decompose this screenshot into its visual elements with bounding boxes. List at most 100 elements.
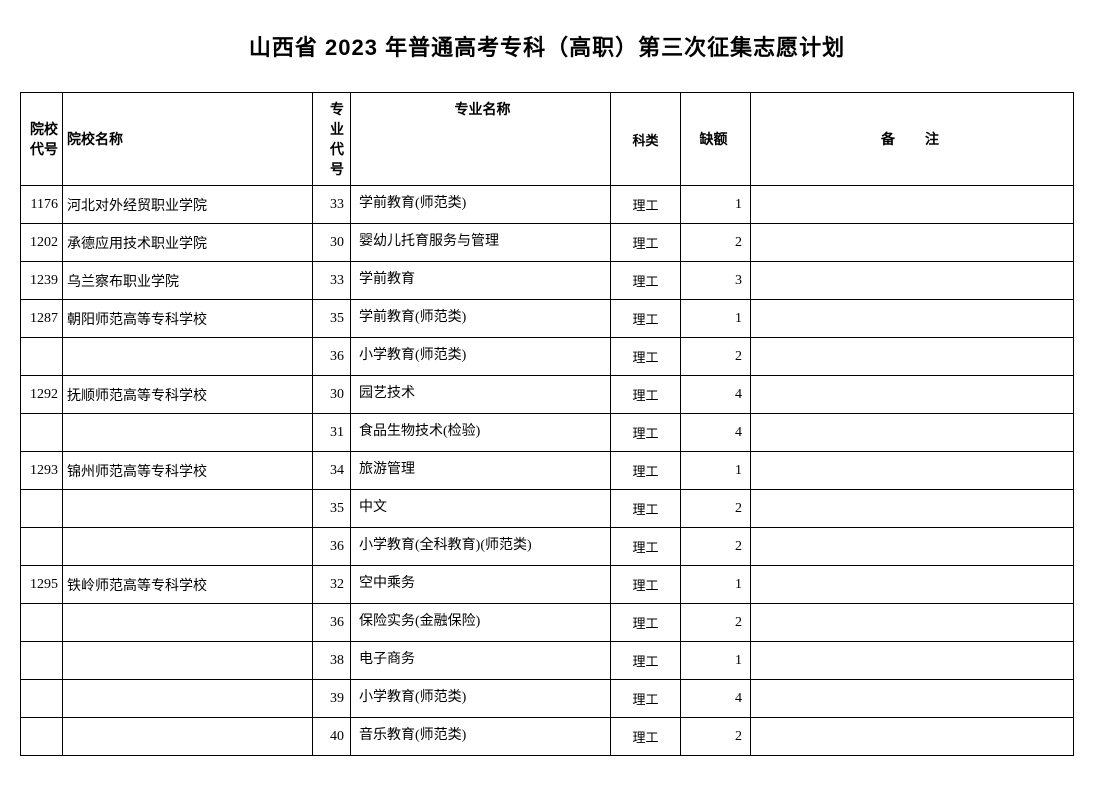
cell-major-name: 中文 xyxy=(351,490,611,528)
cell-school-name: 铁岭师范高等专科学校 xyxy=(63,566,313,604)
cell-school-code xyxy=(21,680,63,718)
cell-category: 理工 xyxy=(611,718,681,756)
cell-vacancy: 1 xyxy=(681,642,751,680)
cell-vacancy: 1 xyxy=(681,300,751,338)
cell-vacancy: 4 xyxy=(681,376,751,414)
table-row: 1287朝阳师范高等专科学校35学前教育(师范类)理工1 xyxy=(21,300,1074,338)
table-row: 1202承德应用技术职业学院30婴幼儿托育服务与管理理工2 xyxy=(21,224,1074,262)
table-row: 35中文理工2 xyxy=(21,490,1074,528)
cell-remark xyxy=(751,604,1074,642)
cell-school-name xyxy=(63,414,313,452)
cell-major-code: 36 xyxy=(313,528,351,566)
table-row: 1293锦州师范高等专科学校34旅游管理理工1 xyxy=(21,452,1074,490)
cell-major-name: 空中乘务 xyxy=(351,566,611,604)
cell-major-code: 36 xyxy=(313,338,351,376)
cell-school-name: 乌兰察布职业学院 xyxy=(63,262,313,300)
cell-category: 理工 xyxy=(611,338,681,376)
cell-major-code: 40 xyxy=(313,718,351,756)
cell-vacancy: 2 xyxy=(681,718,751,756)
cell-school-name xyxy=(63,642,313,680)
cell-major-name: 小学教育(师范类) xyxy=(351,680,611,718)
cell-school-name: 朝阳师范高等专科学校 xyxy=(63,300,313,338)
table-row: 36保险实务(金融保险)理工2 xyxy=(21,604,1074,642)
cell-school-name xyxy=(63,338,313,376)
cell-school-code: 1287 xyxy=(21,300,63,338)
table-row: 40音乐教育(师范类)理工2 xyxy=(21,718,1074,756)
cell-remark xyxy=(751,338,1074,376)
cell-remark xyxy=(751,224,1074,262)
cell-major-code: 34 xyxy=(313,452,351,490)
table-row: 1295铁岭师范高等专科学校32空中乘务理工1 xyxy=(21,566,1074,604)
cell-school-name xyxy=(63,604,313,642)
cell-category: 理工 xyxy=(611,224,681,262)
cell-major-code: 36 xyxy=(313,604,351,642)
cell-school-code: 1293 xyxy=(21,452,63,490)
cell-major-code: 39 xyxy=(313,680,351,718)
cell-school-name xyxy=(63,680,313,718)
cell-vacancy: 4 xyxy=(681,414,751,452)
table-row: 31食品生物技术(检验)理工4 xyxy=(21,414,1074,452)
cell-school-name: 河北对外经贸职业学院 xyxy=(63,186,313,224)
cell-major-code: 32 xyxy=(313,566,351,604)
cell-school-code: 1202 xyxy=(21,224,63,262)
cell-school-code: 1239 xyxy=(21,262,63,300)
cell-category: 理工 xyxy=(611,452,681,490)
table-row: 39小学教育(师范类)理工4 xyxy=(21,680,1074,718)
table-row: 36小学教育(全科教育)(师范类)理工2 xyxy=(21,528,1074,566)
cell-major-name: 保险实务(金融保险) xyxy=(351,604,611,642)
cell-remark xyxy=(751,376,1074,414)
cell-category: 理工 xyxy=(611,490,681,528)
col-header-category: 科类 xyxy=(611,93,681,186)
cell-major-name: 学前教育(师范类) xyxy=(351,186,611,224)
cell-school-code xyxy=(21,414,63,452)
cell-school-code xyxy=(21,642,63,680)
cell-major-code: 33 xyxy=(313,186,351,224)
cell-category: 理工 xyxy=(611,376,681,414)
cell-category: 理工 xyxy=(611,186,681,224)
cell-remark xyxy=(751,528,1074,566)
cell-vacancy: 1 xyxy=(681,186,751,224)
cell-remark xyxy=(751,680,1074,718)
cell-school-name: 抚顺师范高等专科学校 xyxy=(63,376,313,414)
cell-remark xyxy=(751,452,1074,490)
cell-school-name xyxy=(63,528,313,566)
cell-school-code xyxy=(21,490,63,528)
cell-major-name: 食品生物技术(检验) xyxy=(351,414,611,452)
cell-major-code: 38 xyxy=(313,642,351,680)
cell-category: 理工 xyxy=(611,262,681,300)
table-row: 1292抚顺师范高等专科学校30园艺技术理工4 xyxy=(21,376,1074,414)
col-header-school-name: 院校名称 xyxy=(63,93,313,186)
col-header-school-code: 院校代号 xyxy=(21,93,63,186)
cell-major-name: 电子商务 xyxy=(351,642,611,680)
col-header-remark: 备注 xyxy=(751,93,1074,186)
cell-major-name: 小学教育(师范类) xyxy=(351,338,611,376)
cell-vacancy: 1 xyxy=(681,452,751,490)
cell-remark xyxy=(751,186,1074,224)
cell-school-code: 1176 xyxy=(21,186,63,224)
cell-school-code xyxy=(21,528,63,566)
cell-major-name: 婴幼儿托育服务与管理 xyxy=(351,224,611,262)
page-title: 山西省 2023 年普通高考专科（高职）第三次征集志愿计划 xyxy=(20,30,1074,62)
table-row: 36小学教育(师范类)理工2 xyxy=(21,338,1074,376)
cell-school-code: 1295 xyxy=(21,566,63,604)
table-row: 1176河北对外经贸职业学院33学前教育(师范类)理工1 xyxy=(21,186,1074,224)
cell-major-name: 音乐教育(师范类) xyxy=(351,718,611,756)
col-header-major-code: 专业代号 xyxy=(313,93,351,186)
cell-school-code xyxy=(21,718,63,756)
cell-school-name xyxy=(63,490,313,528)
table-header-row: 院校代号 院校名称 专业代号 专业名称 科类 缺额 备注 xyxy=(21,93,1074,186)
cell-category: 理工 xyxy=(611,528,681,566)
cell-school-name: 锦州师范高等专科学校 xyxy=(63,452,313,490)
cell-vacancy: 2 xyxy=(681,604,751,642)
cell-remark xyxy=(751,566,1074,604)
cell-major-name: 学前教育(师范类) xyxy=(351,300,611,338)
cell-vacancy: 2 xyxy=(681,224,751,262)
cell-major-code: 30 xyxy=(313,376,351,414)
cell-major-code: 30 xyxy=(313,224,351,262)
cell-school-name xyxy=(63,718,313,756)
cell-remark xyxy=(751,414,1074,452)
cell-vacancy: 3 xyxy=(681,262,751,300)
cell-major-name: 学前教育 xyxy=(351,262,611,300)
cell-major-name: 旅游管理 xyxy=(351,452,611,490)
cell-vacancy: 1 xyxy=(681,566,751,604)
